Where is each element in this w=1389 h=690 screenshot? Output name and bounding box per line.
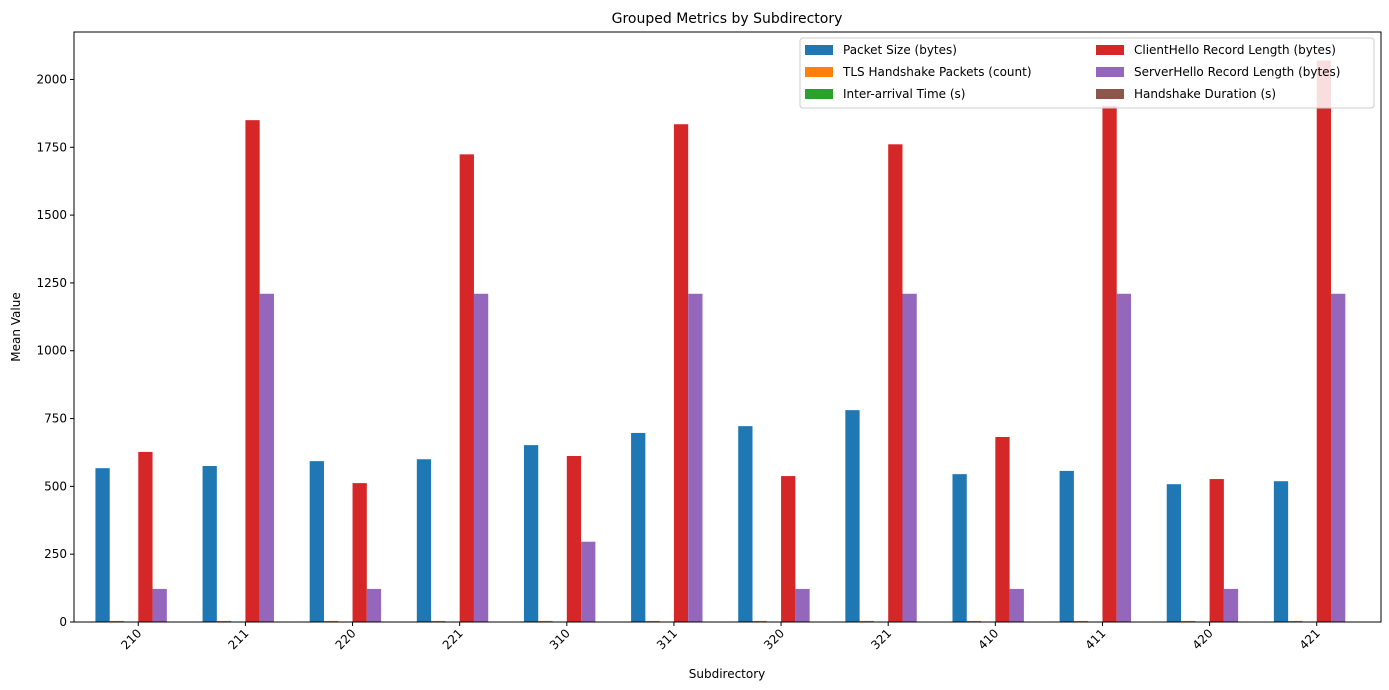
bar-420-series-3 <box>1209 479 1224 622</box>
bar-310-series-1 <box>538 620 553 622</box>
bar-410-series-0 <box>952 474 967 622</box>
bar-220-series-4 <box>366 588 382 622</box>
bars-group <box>95 60 1360 623</box>
y-tick-label: 500 <box>44 479 67 493</box>
x-axis-label: Subdirectory <box>689 667 766 681</box>
bar-211-series-1 <box>216 620 232 622</box>
bar-220-series-1 <box>323 620 339 622</box>
bar-321-series-0 <box>845 410 860 622</box>
y-tick-label: 250 <box>44 547 67 561</box>
y-tick-label: 750 <box>44 412 67 426</box>
x-tick-label: 411 <box>1082 626 1108 652</box>
bar-310-series-0 <box>523 445 539 622</box>
legend-swatch <box>1096 89 1124 99</box>
bar-420-series-0 <box>1166 484 1182 622</box>
bar-410-series-1 <box>966 620 982 622</box>
bar-321-series-1 <box>859 620 874 622</box>
bar-221-series-1 <box>431 620 446 622</box>
bar-421-series-4 <box>1331 293 1346 622</box>
bar-321-series-3 <box>888 144 903 623</box>
x-tick-label: 410 <box>975 626 1001 652</box>
legend-label: TLS Handshake Packets (count) <box>842 65 1032 79</box>
bar-210-series-0 <box>95 468 110 622</box>
legend-frame <box>799 37 1375 109</box>
legend-swatch <box>805 67 833 77</box>
bar-320-series-3 <box>781 476 796 622</box>
legend-swatch <box>1096 45 1124 55</box>
bar-221-series-0 <box>416 459 432 622</box>
bar-410-series-3 <box>995 437 1010 622</box>
x-tick-label: 320 <box>761 626 787 652</box>
bar-411-series-0 <box>1059 470 1074 622</box>
bar-220-series-3 <box>352 483 367 622</box>
legend-swatch <box>1096 67 1124 77</box>
bar-221-series-4 <box>473 293 489 622</box>
y-tick-label: 1500 <box>36 208 67 222</box>
bar-210-series-4 <box>152 588 167 622</box>
bar-421-series-1 <box>1288 620 1303 622</box>
bar-310-series-3 <box>566 455 582 622</box>
x-tick-label: 421 <box>1297 626 1323 652</box>
legend-label: Inter-arrival Time (s) <box>843 87 965 101</box>
x-tick-label: 321 <box>868 626 894 652</box>
bar-320-series-4 <box>795 588 810 622</box>
legend-swatch <box>805 89 833 99</box>
bar-320-series-0 <box>738 426 753 622</box>
bar-411-series-1 <box>1073 620 1089 622</box>
bar-421-series-3 <box>1316 60 1331 623</box>
bar-210-series-3 <box>138 451 153 622</box>
plot-frame <box>73 31 1382 623</box>
x-tick-label: 211 <box>225 626 251 652</box>
legend-label: Packet Size (bytes) <box>843 43 957 57</box>
x-tick-label: 310 <box>547 626 573 652</box>
bar-211-series-3 <box>245 120 260 622</box>
bar-221-series-3 <box>459 154 474 622</box>
x-tick-label: 311 <box>654 626 680 652</box>
legend-label: Handshake Duration (s) <box>1134 87 1276 101</box>
bar-210-series-1 <box>109 620 124 622</box>
y-tick-label: 1000 <box>36 344 67 358</box>
bar-411-series-3 <box>1102 105 1117 622</box>
bar-211-series-4 <box>259 293 274 622</box>
bar-420-series-4 <box>1223 588 1239 622</box>
bar-321-series-4 <box>902 293 917 622</box>
bar-420-series-1 <box>1181 620 1196 622</box>
x-axis: 210 211 220 221 310 311 320 321 410 411 420 421 <box>118 622 1323 652</box>
bar-310-series-4 <box>581 541 596 622</box>
legend: Packet Size (bytes) TLS Handshake Packets… <box>799 37 1375 109</box>
legend-swatch <box>805 45 833 55</box>
bar-410-series-4 <box>1009 588 1024 622</box>
y-axis: 0 250 500 750 1000 1250 1500 1750 2000 <box>36 72 74 629</box>
bar-421-series-0 <box>1273 481 1289 622</box>
bar-411-series-4 <box>1116 293 1132 622</box>
y-tick-label: 2000 <box>36 72 67 86</box>
chart-title: Grouped Metrics by Subdirectory <box>612 11 843 27</box>
bar-220-series-0 <box>309 461 324 622</box>
y-tick-label: 0 <box>59 615 67 629</box>
bar-311-series-1 <box>645 620 660 622</box>
legend-label: ClientHello Record Length (bytes) <box>1134 43 1336 57</box>
bar-320-series-1 <box>752 620 767 622</box>
x-tick-label: 210 <box>118 626 144 652</box>
bar-211-series-0 <box>202 466 217 622</box>
y-axis-label: Mean Value <box>9 292 23 361</box>
bar-311-series-0 <box>631 432 646 622</box>
bar-311-series-4 <box>688 293 703 622</box>
legend-label: ServerHello Record Length (bytes) <box>1134 65 1340 79</box>
x-tick-label: 220 <box>333 626 359 652</box>
x-tick-label: 420 <box>1190 626 1216 652</box>
bar-311-series-3 <box>673 124 689 622</box>
x-tick-label: 221 <box>440 626 466 652</box>
y-tick-label: 1250 <box>36 276 67 290</box>
y-tick-label: 1750 <box>36 140 67 154</box>
